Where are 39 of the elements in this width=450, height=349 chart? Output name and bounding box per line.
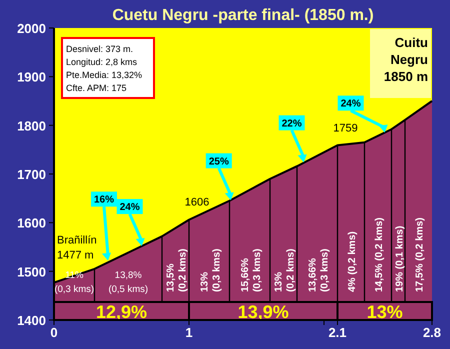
annotation: Cuitu Negru 1850 m bbox=[384, 35, 428, 84]
y-tick-label: 1900 bbox=[17, 70, 46, 85]
annotation: 16% bbox=[94, 194, 114, 206]
y-tick-label: 1700 bbox=[17, 167, 46, 182]
annotation: Longitud: 2,8 kms bbox=[66, 57, 138, 67]
x-tick-label: 0 bbox=[50, 325, 58, 340]
x-tick-label: 1 bbox=[185, 325, 193, 340]
annotation: Brañillín 1477 m bbox=[57, 234, 97, 262]
annotation: 19% (0,1 kms) bbox=[394, 226, 406, 292]
annotation: 4% (0,2 kms) bbox=[347, 231, 358, 292]
annotation: 13,66% (0,3 kms) bbox=[307, 248, 330, 292]
annotation: 13,8% (0,5 kms) bbox=[108, 270, 148, 295]
band-label: 12,9% bbox=[96, 302, 148, 322]
annotation: 1759 bbox=[333, 122, 358, 134]
annotation: 1606 bbox=[184, 196, 210, 209]
band-label: 13% bbox=[366, 302, 403, 322]
annotation: 13,5% (0,2 kms) bbox=[166, 248, 188, 292]
y-tick-label: 1400 bbox=[17, 313, 46, 328]
x-tick-label: 2.1 bbox=[328, 325, 347, 340]
x-tick-label: 2.8 bbox=[422, 325, 442, 340]
y-tick-label: 2000 bbox=[17, 21, 46, 36]
annotation: 11% (0,3 kms) bbox=[54, 270, 94, 295]
annotation: Pte.Media: 13,32% bbox=[66, 70, 142, 80]
annotation: 13% (0,3 kms) bbox=[199, 248, 222, 292]
annotation: 15,66% (0,3 kms) bbox=[240, 248, 263, 292]
y-tick-label: 1800 bbox=[17, 118, 46, 134]
annotation: Desnivel: 373 m. bbox=[66, 44, 134, 54]
band-label: 13,9% bbox=[238, 302, 289, 322]
annotation: 22% bbox=[282, 118, 302, 130]
annotation: 24% bbox=[340, 98, 361, 110]
annotation: 13% (0,2 kms) bbox=[274, 248, 296, 292]
y-tick-label: 1600 bbox=[17, 216, 46, 231]
annotation: 25% bbox=[208, 156, 229, 168]
y-tick-label: 1500 bbox=[17, 264, 46, 280]
chart-title: Cuetu Negru -parte final- (1850 m.) bbox=[112, 7, 374, 24]
annotation: 24% bbox=[120, 202, 140, 214]
annotation: 14,5% (0,2 kms) bbox=[374, 218, 385, 292]
annotation: Cfte. APM: 175 bbox=[66, 83, 127, 93]
annotation: 17,5% (0,2 kms) bbox=[414, 218, 426, 292]
